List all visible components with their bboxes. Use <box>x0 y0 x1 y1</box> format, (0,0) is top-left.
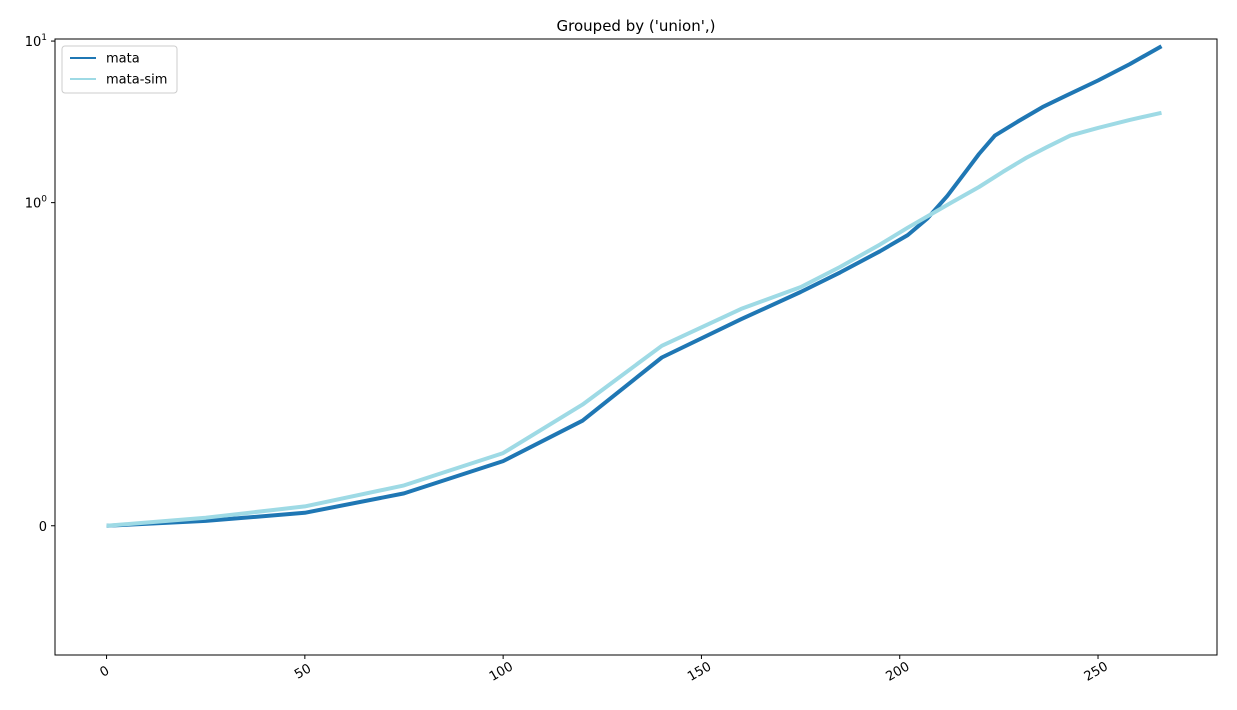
y-tick-label-1: 100 <box>25 195 48 212</box>
x-tick-label-3: 150 <box>685 659 714 684</box>
series-line-0 <box>106 44 1163 528</box>
x-tick-label-1: 50 <box>292 661 314 682</box>
legend: mata mata-sim <box>61 45 178 94</box>
legend-label-1: mata-sim <box>106 73 167 88</box>
legend-label-0: mata <box>106 52 140 67</box>
x-tick-label-0: 0 <box>97 663 112 680</box>
chart-title: Grouped by ('union',) <box>557 17 716 35</box>
plot-area <box>54 38 1218 656</box>
series-layer <box>106 44 1163 528</box>
x-tick-label-5: 250 <box>1082 659 1111 684</box>
y-tick-label-0: 0 <box>39 520 47 535</box>
x-axis: 0 50 100 150 200 250 <box>97 655 1111 685</box>
y-axis: 0 100 101 <box>25 33 55 535</box>
y-tick-label-2: 101 <box>25 33 47 50</box>
x-tick-label-2: 100 <box>487 659 516 684</box>
series-line-1 <box>106 110 1162 528</box>
x-tick-label-4: 200 <box>883 659 912 684</box>
